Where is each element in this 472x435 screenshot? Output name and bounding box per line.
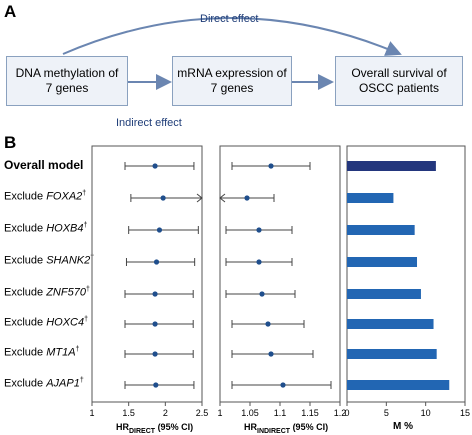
direct-tick-label: 2.5: [196, 408, 209, 418]
direct-frame: [91, 145, 203, 403]
row-label: Overall model: [4, 158, 83, 172]
indirect-point: [268, 163, 274, 169]
mediation-bar: [347, 380, 450, 390]
direct-tick-label: 1: [89, 408, 94, 418]
row-label-gene: SHANK2: [46, 254, 91, 267]
box-mrna-expression: mRNA expression of 7 genes: [172, 56, 292, 106]
row-label-prefix: Exclude: [4, 190, 47, 203]
row-label-prefix: Exclude: [4, 286, 47, 299]
row-label: Exclude MT1A†: [4, 346, 79, 359]
mediation-bar: [347, 257, 418, 267]
mediation-bar: [347, 319, 434, 329]
row-label: Exclude HOXB4†: [4, 222, 87, 235]
direct-point: [152, 291, 158, 297]
indirect-ci-arrow: [219, 193, 226, 203]
direct-tick-label: 2: [163, 408, 168, 418]
row-label-dagger: †: [82, 190, 87, 197]
row-label-prefix: Overall model: [4, 158, 84, 172]
row-label-gene: HOXC4: [46, 316, 85, 329]
row-label-dagger: †: [85, 286, 90, 293]
row-label: Exclude ZNF570†: [4, 286, 90, 299]
indirect-point: [280, 382, 286, 388]
panel-b-letter: B: [4, 133, 17, 152]
row-label-gene: HOXB4: [46, 222, 84, 235]
direct-ci-arrow: [196, 193, 203, 203]
indirect-axis-sub: INDIRECT: [257, 427, 291, 435]
box-dna-line1: DNA methylation of: [15, 66, 119, 80]
indirect-point: [259, 291, 265, 297]
row-label-prefix: Exclude: [4, 316, 47, 329]
mediation-axis-title: M %: [393, 421, 413, 432]
box-dna-methylation: DNA methylation of 7 genes: [6, 56, 128, 106]
indirect-tick-label: 1.15: [301, 408, 319, 418]
row-label-prefix: Exclude: [4, 254, 47, 267]
box-mrna-line1: mRNA expression of: [177, 66, 287, 80]
row-label-gene: MT1A: [46, 346, 76, 359]
mediation-tick-label: 0: [344, 408, 349, 418]
indirect-tick-label: 1: [217, 408, 222, 418]
mediation-frame: [346, 145, 466, 403]
row-label-dagger: †: [83, 222, 88, 229]
indirect-point: [256, 227, 262, 233]
mediation-tick-label: 5: [384, 408, 389, 418]
row-label: Exclude AJAP1†: [4, 377, 84, 390]
direct-tick-label: 1.5: [122, 408, 135, 418]
direct-point: [152, 321, 158, 327]
indirect-tick-label: 1.2: [334, 408, 347, 418]
direct-axis-title: HRDIRECT (95% CI): [116, 422, 193, 435]
mediation-bar: [347, 225, 415, 235]
indirect-tick-label: 1.05: [241, 408, 259, 418]
indirect-tick-label: 1.1: [274, 408, 287, 418]
indirect-point: [265, 321, 271, 327]
indirect-axis-main: HR: [244, 422, 257, 432]
direct-axis-main: HR: [116, 422, 129, 432]
indirect-axis-ci: (95% CI): [290, 422, 329, 432]
direct-effect-label: Direct effect: [200, 13, 259, 25]
mediation-bar: [347, 349, 437, 359]
mediation-bar: [347, 289, 421, 299]
mediation-tick-label: 15: [460, 408, 470, 418]
indirect-point: [256, 259, 262, 265]
box-survival-line1: Overall survival of: [351, 66, 447, 80]
row-label-prefix: Exclude: [4, 222, 47, 235]
mediation-bar: [347, 193, 394, 203]
box-survival-line2: OSCC patients: [358, 81, 440, 95]
indirect-effect-label: Indirect effect: [116, 117, 182, 129]
indirect-point: [244, 195, 250, 201]
row-label-dagger: †: [84, 316, 89, 323]
mediation-tick-label: 10: [421, 408, 431, 418]
direct-point: [152, 351, 158, 357]
row-label-gene: FOXA2: [46, 190, 83, 203]
direct-effect-arrow: [62, 17, 402, 56]
row-label-gene: ZNF570: [46, 286, 86, 299]
direct-point: [156, 227, 163, 233]
direct-point: [160, 195, 166, 201]
mediation-bar: [347, 161, 436, 171]
direct-point: [153, 259, 160, 265]
row-label-prefix: Exclude: [4, 346, 47, 359]
row-label-dagger: †: [79, 377, 84, 384]
direct-axis-sub: DIRECT: [129, 427, 156, 435]
direct-axis-ci: (95% CI): [155, 422, 194, 432]
indirect-frame: [219, 145, 341, 403]
indirect-axis-title: HRINDIRECT (95% CI): [244, 422, 328, 435]
row-label-dagger: †: [75, 346, 80, 353]
row-label: Exclude FOXA2†: [4, 190, 86, 203]
indirect-point: [268, 351, 274, 357]
direct-point: [152, 163, 158, 169]
box-overall-survival: Overall survival of OSCC patients: [335, 56, 463, 106]
row-label: Exclude HOXC4†: [4, 316, 88, 329]
box-dna-line2: 7 genes: [45, 81, 89, 95]
box-mrna-line2: 7 genes: [210, 81, 254, 95]
panel-a-letter: A: [4, 2, 17, 21]
row-label-gene: AJAP1: [46, 377, 80, 390]
direct-point: [153, 382, 159, 388]
row-label-prefix: Exclude: [4, 377, 47, 390]
